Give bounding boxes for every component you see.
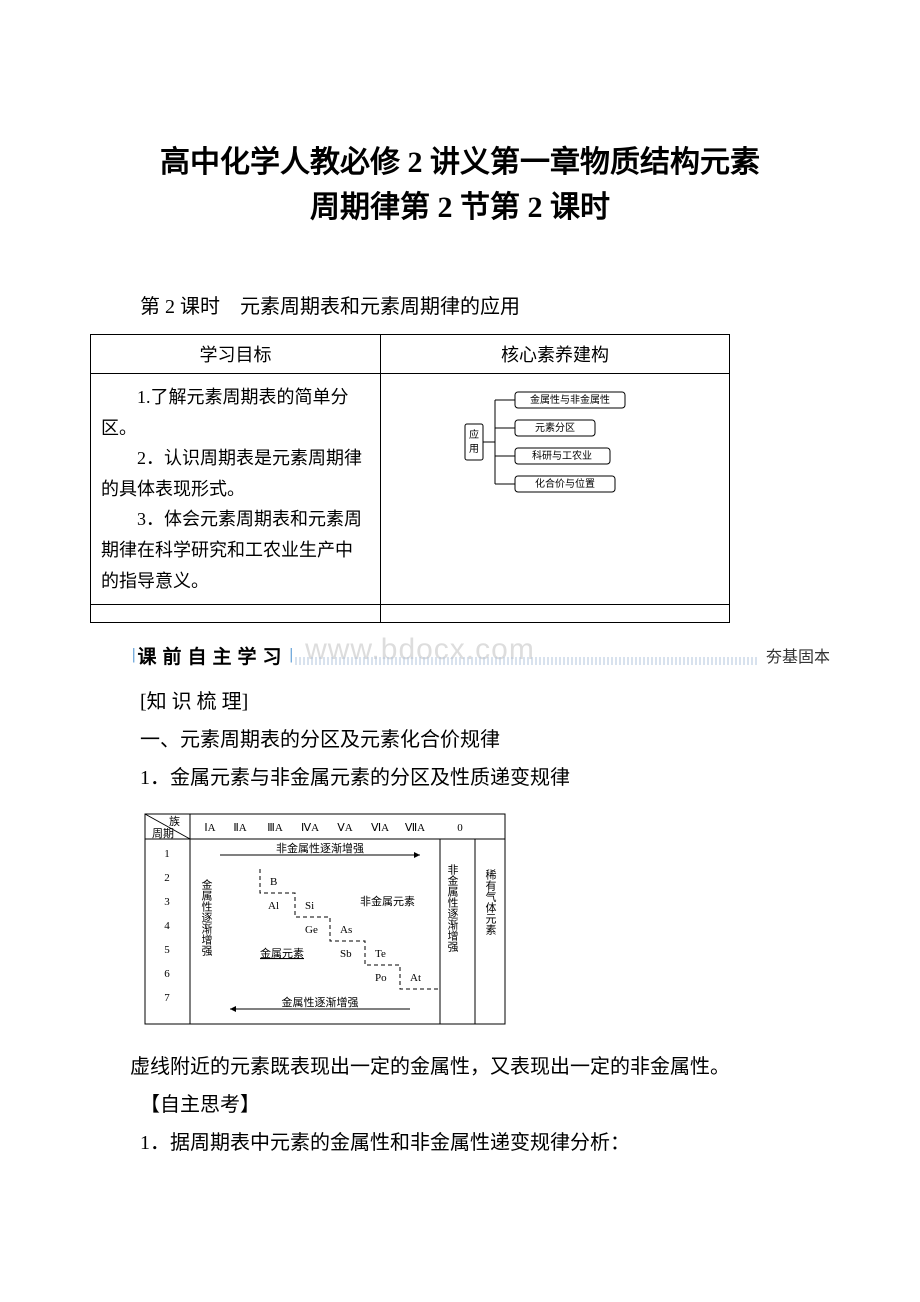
think-header: 【自主思考】 xyxy=(140,1086,830,1124)
concept-diagram-cell: 应 用 金属性与非金属性 元素分区 科研与工农业 化合价与位置 xyxy=(381,374,730,605)
svg-text:6: 6 xyxy=(164,968,170,980)
periodic-chart: 族 周期 ⅠA ⅡA ⅢA ⅣA ⅤA ⅥA ⅦA 0 1 2 3 4 5 6 … xyxy=(140,809,830,1034)
svg-text:3: 3 xyxy=(164,896,170,908)
svg-text:Ge: Ge xyxy=(305,924,318,936)
svg-text:周期: 周期 xyxy=(152,827,174,840)
goals-cell: 1.了解元素周期表的简单分区。 2．认识周期表是元素周期律的具体表现形式。 3．… xyxy=(91,374,381,605)
svg-text:金属性与非金属性: 金属性与非金属性 xyxy=(530,393,610,406)
svg-text:族: 族 xyxy=(169,814,180,828)
svg-text:稀有气体元素: 稀有气体元素 xyxy=(484,869,497,935)
svg-text:ⅤA: ⅤA xyxy=(337,822,353,834)
goals-table: 学习目标 核心素养建构 1.了解元素周期表的简单分区。 2．认识周期表是元素周期… xyxy=(90,334,730,623)
concept-diagram: 应 用 金属性与非金属性 元素分区 科研与工农业 化合价与位置 xyxy=(455,382,655,502)
svg-text:ⅢA: ⅢA xyxy=(267,822,283,834)
svg-text:用: 用 xyxy=(469,444,479,455)
goal-1: 1.了解元素周期表的简单分区。 xyxy=(101,382,370,443)
doc-title-line1: 高中化学人教必修 2 讲义第一章物质结构元素 xyxy=(90,140,830,185)
svg-text:At: At xyxy=(410,972,421,984)
doc-title-line2: 周期律第 2 节第 2 课时 xyxy=(90,185,830,230)
svg-text:5: 5 xyxy=(164,944,170,956)
bar-divider-right: | xyxy=(290,646,294,664)
svg-text:科研与工农业: 科研与工农业 xyxy=(532,449,592,462)
svg-text:2: 2 xyxy=(164,872,170,884)
section-right-label: 夯基固本 xyxy=(766,643,830,667)
svg-text:As: As xyxy=(340,924,352,936)
svg-text:金属元素: 金属元素 xyxy=(260,946,304,960)
bar-divider-left: | xyxy=(132,646,136,664)
section-bar: | 课前自主学习 | www.bdocx.com 夯基固本 xyxy=(130,641,830,669)
svg-text:应: 应 xyxy=(469,428,479,441)
svg-text:Po: Po xyxy=(375,972,387,984)
svg-text:Te: Te xyxy=(375,948,386,960)
svg-text:非金属性逐渐增强: 非金属性逐渐增强 xyxy=(276,841,364,855)
svg-text:金属性逐渐增强: 金属性逐渐增强 xyxy=(282,995,359,1009)
svg-text:金属性逐渐增强: 金属性逐渐增强 xyxy=(200,878,213,957)
svg-text:非金属元素: 非金属元素 xyxy=(360,894,415,908)
hatch-line xyxy=(295,657,758,665)
svg-text:4: 4 xyxy=(164,920,170,932)
heading-1: 一、元素周期表的分区及元素化合价规律 xyxy=(140,721,830,759)
svg-text:ⅣA: ⅣA xyxy=(301,822,319,834)
heading-2: 1．金属元素与非金属元素的分区及性质递变规律 xyxy=(140,759,830,797)
svg-text:Sb: Sb xyxy=(340,948,352,960)
svg-text:元素分区: 元素分区 xyxy=(535,421,575,434)
svg-text:ⅡA: ⅡA xyxy=(233,822,246,834)
section-label: 课前自主学习 xyxy=(138,642,288,669)
svg-text:ⅠA: ⅠA xyxy=(204,822,215,834)
svg-text:非金属性逐渐增强: 非金属性逐渐增强 xyxy=(446,864,459,953)
goal-2: 2．认识周期表是元素周期律的具体表现形式。 xyxy=(101,443,370,504)
svg-text:1: 1 xyxy=(164,848,170,860)
svg-text:化合价与位置: 化合价与位置 xyxy=(535,477,595,490)
svg-text:B: B xyxy=(270,876,277,888)
table-header-right: 核心素养建构 xyxy=(381,335,730,374)
goal-3: 3．体会元素周期表和元素周期律在科学研究和工农业生产中的指导意义。 xyxy=(101,504,370,596)
paragraph-1: 虚线附近的元素既表现出一定的金属性，又表现出一定的非金属性。 xyxy=(90,1048,830,1086)
svg-text:ⅥA: ⅥA xyxy=(371,822,389,834)
svg-text:Si: Si xyxy=(305,900,314,912)
svg-text:7: 7 xyxy=(164,992,170,1004)
lesson-subtitle: 第 2 课时 元素周期表和元素周期律的应用 xyxy=(140,290,830,319)
svg-text:Al: Al xyxy=(268,900,279,912)
think-item-1: 1．据周期表中元素的金属性和非金属性递变规律分析： xyxy=(140,1124,830,1162)
knowledge-header: [知 识 梳 理] xyxy=(140,683,830,721)
svg-text:ⅦA: ⅦA xyxy=(405,822,425,834)
svg-text:0: 0 xyxy=(457,822,463,834)
table-header-left: 学习目标 xyxy=(91,335,381,374)
